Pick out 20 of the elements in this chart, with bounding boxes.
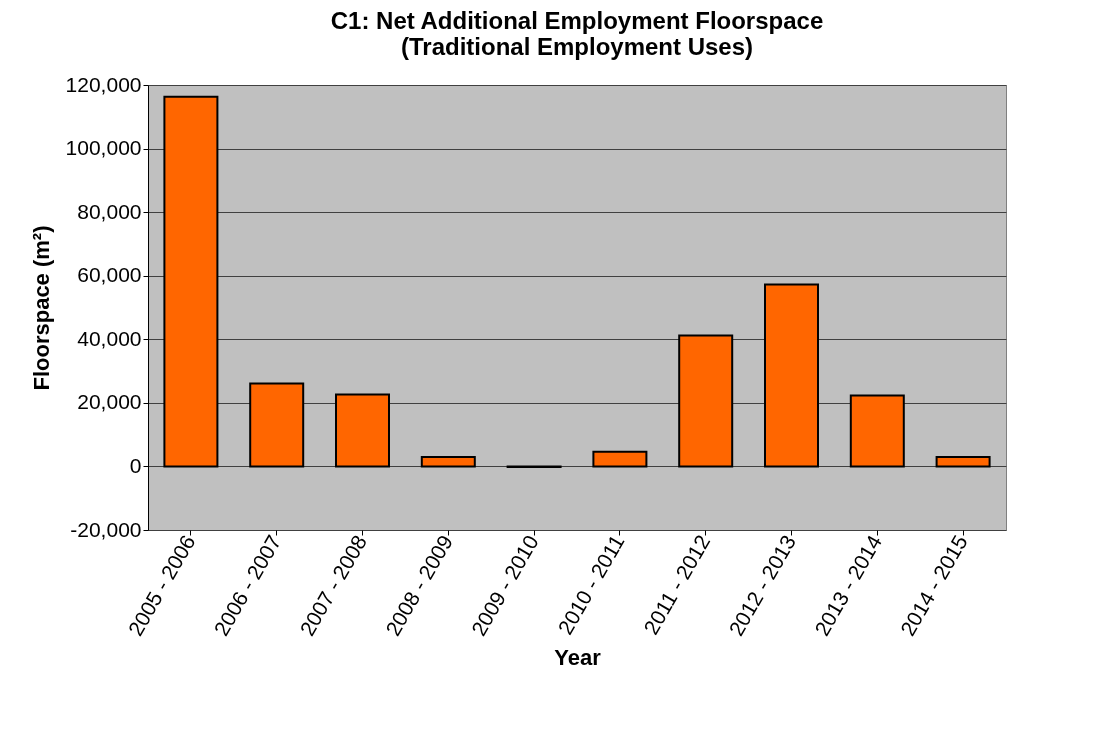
y-tick-label: 120,000 [65, 72, 142, 96]
chart-title: C1: Net Additional Employment Floorspace (Traditional Employment Uses) [330, 7, 824, 60]
x-axis-title: Year [554, 644, 602, 670]
y-tick-label: 80,000 [77, 199, 142, 223]
bar [935, 455, 991, 468]
bar [678, 334, 734, 468]
bar [592, 450, 648, 468]
bar [335, 393, 390, 468]
y-tick-label: 100,000 [65, 136, 142, 160]
bar [764, 283, 819, 468]
y-axis-title: Floorspace (m²) [28, 225, 54, 391]
bar [163, 95, 219, 468]
bar [849, 394, 905, 468]
y-tick-label: -20,000 [70, 517, 142, 541]
y-tick-label: 0 [129, 453, 142, 477]
y-tick-label: 20,000 [77, 390, 142, 414]
y-tick-label: 40,000 [77, 326, 142, 350]
y-tick-label: 60,000 [77, 263, 142, 287]
bar [420, 455, 476, 468]
bar [249, 382, 305, 468]
